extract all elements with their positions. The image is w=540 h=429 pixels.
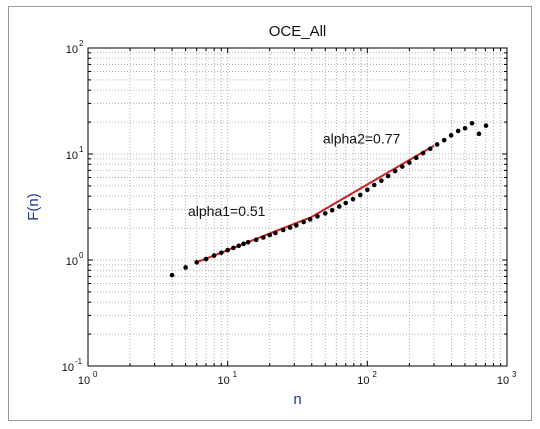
x-tick-label: 10 (497, 375, 509, 387)
data-point (241, 241, 246, 247)
data-point (211, 253, 217, 258)
annotation-text: alpha2=0.77 (323, 131, 401, 147)
data-point (261, 235, 266, 240)
data-point (441, 137, 447, 143)
data-point (448, 133, 454, 138)
data-point (379, 178, 384, 183)
data-point (301, 219, 306, 225)
data-point (203, 256, 209, 262)
data-point (236, 243, 242, 249)
y-tick-exponent: 1 (79, 145, 84, 154)
x-axis-label: n (293, 391, 301, 408)
data-point (420, 150, 426, 156)
data-point (273, 230, 278, 236)
data-point (231, 245, 236, 251)
annotations: alpha1=0.51 alpha2=0.77 (188, 131, 400, 219)
x-tick-exponent: 1 (233, 370, 238, 379)
data-point (427, 146, 433, 152)
y-tick-label: 10 (66, 256, 78, 268)
data-point (483, 123, 489, 128)
x-tick-exponent: 2 (372, 370, 377, 379)
y-tick-label: 10 (66, 44, 78, 56)
data-point (315, 214, 320, 219)
y-tick-exponent: 2 (79, 39, 84, 48)
data-point (476, 131, 482, 137)
data-point (392, 168, 398, 174)
data-point (280, 227, 286, 233)
data-point (455, 128, 461, 134)
data-point (329, 207, 335, 213)
data-point (194, 260, 199, 265)
data-point (365, 187, 370, 193)
x-tick-label: 10 (357, 375, 369, 387)
data-point (337, 204, 342, 209)
data-point (371, 182, 377, 188)
y-tick-exponent: 0 (79, 251, 84, 260)
tick-marks (87, 47, 508, 367)
annotation-text: alpha1=0.51 (188, 203, 266, 219)
y-tick-label: 10 (62, 362, 74, 374)
data-point (218, 250, 224, 256)
data-point (434, 142, 440, 147)
data-point (400, 164, 405, 169)
fit-line (311, 144, 435, 218)
data-point (253, 237, 259, 243)
axes-box (87, 47, 508, 367)
data-point (322, 211, 328, 216)
data-point (469, 120, 475, 126)
data-point (293, 223, 299, 228)
data-point (307, 217, 313, 222)
data-point (407, 160, 412, 165)
data-point (357, 192, 363, 198)
data-point (287, 225, 293, 230)
data-point (462, 125, 468, 131)
data-point (343, 200, 348, 206)
x-tick-exponent: 0 (93, 370, 98, 379)
x-tick-exponent: 3 (512, 370, 517, 379)
data-point (385, 173, 391, 179)
x-tick-label: 10 (218, 375, 230, 387)
y-tick-exponent: -1 (75, 357, 83, 366)
data-point (169, 272, 175, 278)
y-tick-label: 10 (66, 150, 78, 162)
grid-lines (88, 48, 507, 366)
chart-title: OCE_All (269, 23, 327, 40)
data-point (225, 247, 230, 253)
data-point (245, 239, 251, 245)
y-axis-label: F(n) (25, 193, 42, 221)
x-tick-label: 10 (78, 375, 90, 387)
data-points (169, 120, 489, 278)
data-point (267, 232, 273, 238)
data-point (183, 265, 188, 270)
data-point (350, 196, 356, 202)
data-point (413, 155, 419, 161)
